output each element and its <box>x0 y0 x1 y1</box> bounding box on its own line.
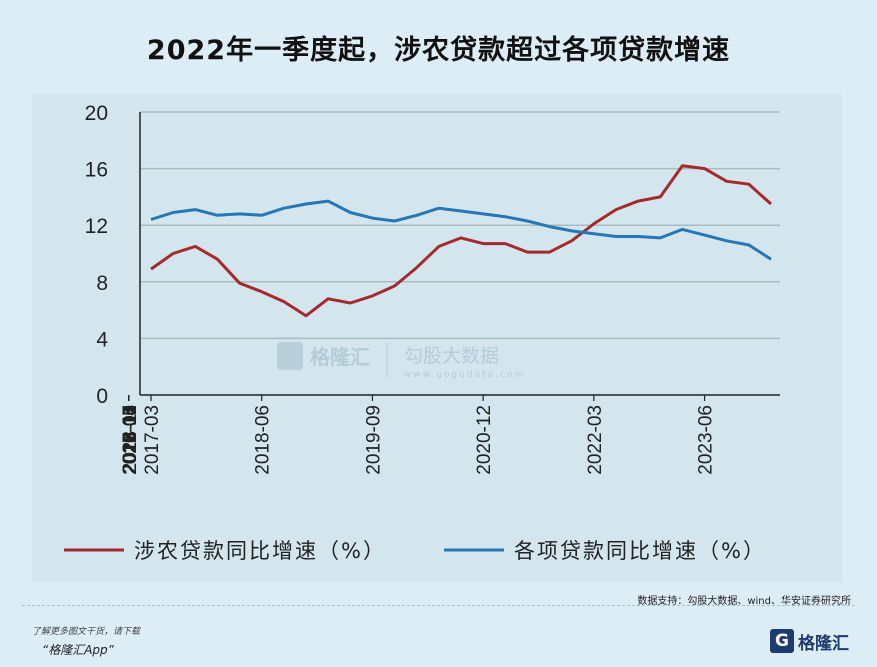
y-tick-label: 0 <box>96 385 108 408</box>
x-tick-label: 2021-10 <box>120 405 141 475</box>
promo-app-name: “格隆汇App” <box>42 643 114 657</box>
x-tick-label: 2020-07 <box>120 405 141 475</box>
x-tick-label: 2018-06 <box>253 405 274 475</box>
x-tick-label: 2021-05 <box>120 405 141 475</box>
watermark-brand: 格隆汇 <box>310 345 370 369</box>
series-line-agri-loans <box>150 164 773 318</box>
x-tick-label: 2018-01 <box>120 405 141 475</box>
x-tick-label: 2022-08 <box>120 405 141 475</box>
y-tick-label: 4 <box>96 328 108 351</box>
watermark-logo-icon <box>277 342 303 370</box>
x-tick-label: 2020-02 <box>120 405 141 475</box>
x-tick-label: 2017-08 <box>120 405 141 475</box>
logo-text: 格隆汇 <box>798 633 849 654</box>
x-tick-label: 2023-01 <box>120 405 141 475</box>
x-tick-label: 2023-06 <box>696 405 717 475</box>
promo-text: 了解更多图文干货，请下载 <box>32 627 141 637</box>
logo-mark-icon: G <box>770 629 794 653</box>
legend-agri-loans-label: 涉农贷款同比增速（%） <box>134 539 386 563</box>
line-chart: 格隆汇 勾股大数据 www.gogudata.com 0 4 8 12 16 20 2017-03… <box>64 102 780 563</box>
y-tick-label: 12 <box>85 215 108 238</box>
x-tick-label: 2023-11 <box>120 405 141 473</box>
x-tick-label: 2019-09 <box>363 405 384 475</box>
x-tick-label: 2020-12 <box>474 405 495 475</box>
footer-divider <box>22 605 855 606</box>
series-line-all-loans <box>150 199 772 261</box>
x-tick-label: 2017-03 <box>142 405 163 475</box>
chart-panel: 格隆汇 勾股大数据 www.gogudata.com 0 4 8 12 16 20 2017-03… <box>32 94 842 582</box>
watermark-url: www.gogudata.com <box>404 370 525 380</box>
data-source-note: 数据支持：勾股大数据、wind、华安证券研究所 <box>637 596 851 607</box>
watermark-name: 勾股大数据 <box>404 345 499 367</box>
y-tick-label: 16 <box>85 159 108 182</box>
x-tick-label: 2018-11 <box>120 405 141 473</box>
legend-all-loans-label: 各项贷款同比增速（%） <box>514 539 766 563</box>
chart-title: 2022年一季度起，涉农贷款超过各项贷款增速 <box>146 35 731 66</box>
x-tick-label: 2019-04 <box>120 405 141 475</box>
y-tick-label: 8 <box>96 272 108 295</box>
brand-logo: G 格隆汇 <box>770 626 860 656</box>
y-tick-label: 20 <box>85 102 108 125</box>
x-tick-label: 2022-03 <box>585 405 606 475</box>
